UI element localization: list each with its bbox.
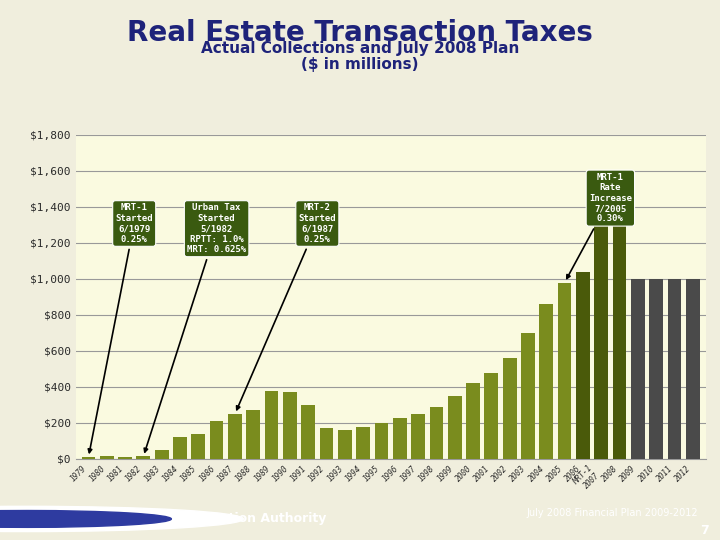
Text: Real Estate Transaction Taxes: Real Estate Transaction Taxes [127, 19, 593, 47]
Bar [430, 407, 444, 459]
Text: Urban Tax
Started
5/1982
RPTT: 1.0%
MRT: 0.625%: Urban Tax Started 5/1982 RPTT: 1.0% MRT:… [144, 204, 246, 452]
Bar [118, 457, 132, 459]
Bar [137, 456, 150, 459]
Text: 7: 7 [701, 524, 709, 537]
Text: ($ in millions): ($ in millions) [301, 57, 419, 72]
Bar [503, 358, 516, 459]
Bar [466, 383, 480, 459]
Bar [631, 279, 644, 459]
Bar [539, 304, 553, 459]
Bar [521, 333, 535, 459]
Bar [411, 414, 425, 459]
Text: July 2008 Financial Plan 2009-2012: July 2008 Financial Plan 2009-2012 [527, 508, 698, 518]
Bar [100, 456, 114, 459]
Bar [649, 279, 663, 459]
Bar [576, 272, 590, 459]
Bar [283, 393, 297, 459]
Bar [667, 279, 681, 459]
Text: Actual Collections and July 2008 Plan: Actual Collections and July 2008 Plan [201, 40, 519, 56]
Circle shape [0, 510, 171, 528]
Bar [485, 373, 498, 459]
Bar [338, 430, 351, 459]
Bar [686, 279, 700, 459]
Bar [320, 428, 333, 459]
Bar [228, 414, 242, 459]
Bar [265, 390, 279, 459]
Bar [393, 417, 407, 459]
Bar [374, 423, 388, 459]
Bar [448, 396, 462, 459]
Bar [210, 421, 223, 459]
Bar [558, 282, 572, 459]
Circle shape [0, 507, 243, 531]
Text: MRT-1
Started
6/1979
0.25%: MRT-1 Started 6/1979 0.25% [89, 204, 153, 453]
Text: MRT-1
Rate
Increase
7/2005
0.30%: MRT-1 Rate Increase 7/2005 0.30% [567, 173, 632, 279]
Bar [594, 225, 608, 459]
Bar [155, 450, 168, 459]
Text: Metropolitan Transportation Authority: Metropolitan Transportation Authority [58, 511, 326, 524]
Text: MRT-2
Started
6/1987
0.25%: MRT-2 Started 6/1987 0.25% [237, 204, 336, 410]
Bar [173, 437, 187, 459]
Bar [613, 180, 626, 459]
Bar [81, 457, 95, 459]
Bar [192, 434, 205, 459]
Bar [356, 427, 370, 459]
Bar [301, 405, 315, 459]
Bar [246, 410, 260, 459]
